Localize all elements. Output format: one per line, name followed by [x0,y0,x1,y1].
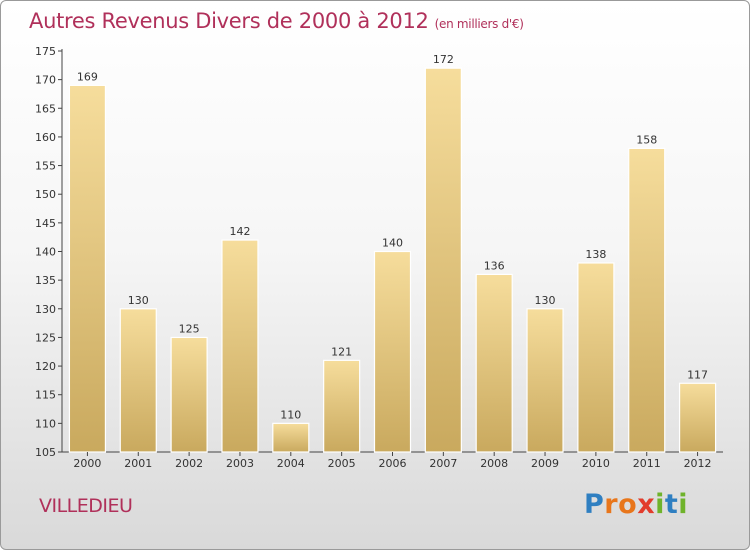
y-tick-label: 175 [35,45,56,58]
proxiti-logo: Proxiti [584,489,688,520]
y-tick-label: 150 [35,188,56,201]
bar-value-label: 117 [687,368,708,381]
bar [272,422,310,453]
logo-letter: P [584,489,605,520]
bar [373,250,412,453]
y-tick-label: 120 [35,360,56,373]
logo-letter: t [664,489,679,520]
x-tick-label: 2004 [277,457,305,470]
x-tick-label: 2010 [582,457,610,470]
chart-subtitle: (en milliers d'€) [434,17,524,31]
x-tick-label: 2009 [531,457,559,470]
y-tick-label: 125 [35,331,56,344]
bar [119,308,157,453]
bar-value-label: 136 [484,259,505,272]
x-tick-label: 2005 [328,457,356,470]
y-tick-label: 160 [35,131,56,144]
bar [323,359,361,453]
y-tick-label: 105 [35,446,56,459]
bar [221,239,259,453]
bar-value-label: 130 [128,294,149,307]
x-tick-label: 2000 [73,457,101,470]
bar [170,336,208,453]
bar-value-label: 172 [433,53,454,66]
bar-value-label: 140 [382,237,403,250]
logo-letter: r [604,489,619,520]
bar [678,382,717,453]
bar-value-label: 138 [585,248,606,261]
bar-value-label: 142 [229,225,250,238]
y-tick-label: 130 [35,303,56,316]
y-tick-label: 165 [35,102,56,115]
bar-value-label: 121 [331,345,352,358]
x-tick-label: 2007 [429,457,457,470]
y-tick-label: 115 [35,389,56,402]
x-tick-label: 2008 [480,457,508,470]
y-tick-label: 140 [35,246,56,259]
logo-letter: o [618,489,638,520]
chart-title-text: Autres Revenus Divers de 2000 à 2012 [29,9,429,33]
logo-letter: x [637,489,656,520]
y-tick-label: 110 [35,417,56,430]
logo-letter: i [678,489,689,520]
bar [68,84,107,453]
location-label: VILLEDIEU [39,495,133,517]
bar [475,273,513,453]
x-tick-label: 2006 [379,457,407,470]
bar-value-label: 169 [77,70,98,83]
chart-title: Autres Revenus Divers de 2000 à 2012 (en … [29,9,524,33]
y-tick-label: 170 [35,74,56,87]
bar-value-label: 130 [535,294,556,307]
x-tick-label: 2012 [684,457,712,470]
x-tick-label: 2002 [175,457,203,470]
bar-value-label: 125 [179,322,200,335]
x-tick-label: 2003 [226,457,254,470]
bar [424,67,462,453]
x-tick-label: 2011 [633,457,661,470]
bar-value-label: 110 [280,408,301,421]
bar [628,147,666,453]
bar-value-label: 158 [636,133,657,146]
y-tick-label: 135 [35,274,56,287]
y-tick-label: 155 [35,160,56,173]
x-tick-label: 2001 [124,457,152,470]
bar [526,308,564,453]
logo-letter: i [655,489,665,520]
y-tick-label: 145 [35,217,56,230]
bar [577,262,615,453]
